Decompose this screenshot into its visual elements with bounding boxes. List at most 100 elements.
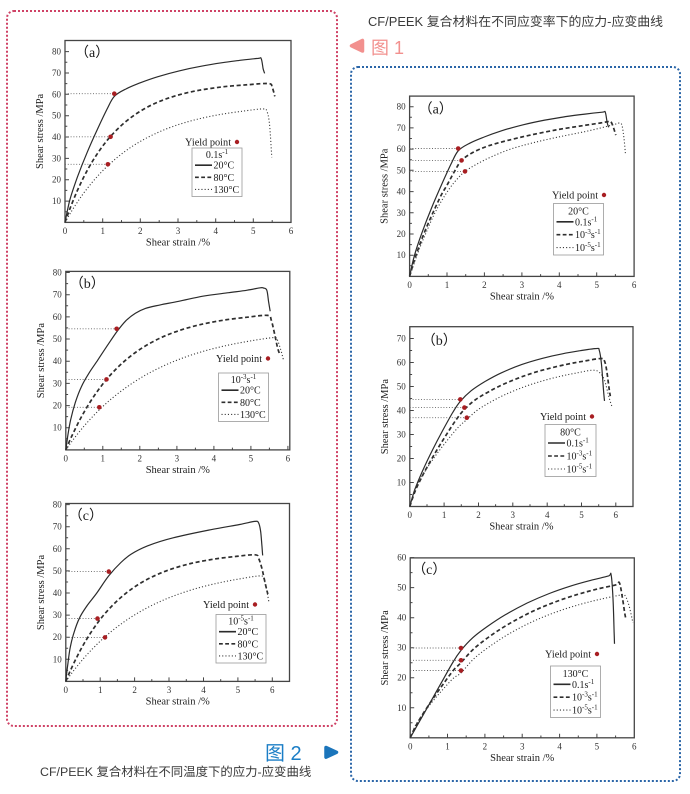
svg-text:80°C: 80°C [240,398,261,409]
svg-text:Shear stress /MPa: Shear stress /MPa [36,555,47,631]
svg-text:5: 5 [249,453,254,463]
svg-text:0: 0 [408,510,413,520]
svg-text:10-5s-1: 10-5s-1 [228,615,254,628]
svg-text:2: 2 [138,453,143,463]
svg-text:Shear strain /%: Shear strain /% [489,522,553,533]
svg-text:1: 1 [442,510,447,520]
svg-text:Shear strain /%: Shear strain /% [146,465,210,476]
svg-text:6: 6 [632,741,637,751]
svg-text:Yield point: Yield point [552,191,598,202]
svg-text:10: 10 [52,196,62,206]
svg-text:50: 50 [397,583,407,593]
svg-text:50: 50 [53,566,63,576]
svg-text:80: 80 [53,268,63,278]
svg-text:20: 20 [53,632,63,642]
svg-text:40: 40 [397,613,407,623]
svg-text:80°C: 80°C [560,428,581,439]
svg-text:40: 40 [53,356,63,366]
svg-text:1: 1 [100,226,105,236]
svg-text:60: 60 [397,553,407,563]
svg-text:30: 30 [397,208,407,218]
svg-text:3: 3 [520,280,525,290]
svg-text:4: 4 [213,226,218,236]
svg-text:1: 1 [101,453,106,463]
svg-text:Shear stress /MPa: Shear stress /MPa [35,93,46,169]
svg-text:10: 10 [397,478,407,488]
svg-text:40: 40 [52,132,62,142]
svg-text:30: 30 [53,610,63,620]
svg-text:10-3s-1: 10-3s-1 [572,691,598,704]
svg-text:Shear stress /MPa: Shear stress /MPa [380,379,391,455]
svg-text:3: 3 [167,685,172,695]
svg-text:5: 5 [594,280,599,290]
svg-text:3: 3 [175,453,180,463]
svg-text:20: 20 [53,401,63,411]
svg-text:6: 6 [632,280,637,290]
svg-text:40: 40 [53,588,63,598]
svg-text:2: 2 [132,685,137,695]
svg-text:Yield point: Yield point [545,650,591,661]
svg-text:4: 4 [557,741,562,751]
svg-text:20°C: 20°C [568,206,589,217]
svg-text:0: 0 [407,280,412,290]
svg-text:2: 2 [483,741,488,751]
svg-text:20°C: 20°C [238,627,259,638]
svg-text:0: 0 [63,226,68,236]
svg-text:10-3s-1: 10-3s-1 [567,450,593,463]
svg-text:50: 50 [52,111,62,121]
svg-text:80: 80 [397,102,407,112]
svg-text:50: 50 [53,334,63,344]
svg-text:130°C: 130°C [240,410,266,421]
svg-text:30: 30 [53,378,63,388]
svg-text:3: 3 [176,226,181,236]
svg-text:3: 3 [511,510,516,520]
svg-text:50: 50 [397,382,407,392]
svg-text:10-3s-1: 10-3s-1 [231,373,257,386]
svg-text:130°C: 130°C [214,185,240,196]
svg-text:Shear strain /%: Shear strain /% [146,237,210,248]
svg-text:10-3s-1: 10-3s-1 [575,228,601,241]
svg-text:4: 4 [201,685,206,695]
svg-text:6: 6 [289,226,294,236]
svg-text:10: 10 [53,423,63,433]
svg-text:70: 70 [397,334,407,344]
svg-text:10-5s-1: 10-5s-1 [567,463,593,476]
svg-text:60: 60 [397,358,407,368]
svg-text:（a）: （a） [75,45,109,61]
svg-text:Shear strain /%: Shear strain /% [490,291,554,302]
svg-text:2: 2 [482,280,487,290]
svg-text:5: 5 [251,226,256,236]
svg-text:40: 40 [397,406,407,416]
svg-text:6: 6 [286,453,291,463]
svg-text:Shear stress /MPa: Shear stress /MPa [380,610,391,686]
svg-text:2: 2 [138,226,143,236]
svg-text:Shear strain /%: Shear strain /% [146,696,210,707]
svg-text:6: 6 [270,685,275,695]
svg-text:10: 10 [53,654,63,664]
svg-text:5: 5 [236,685,241,695]
svg-text:20: 20 [397,229,407,239]
svg-text:80°C: 80°C [214,173,235,184]
svg-text:0: 0 [64,685,69,695]
svg-text:5: 5 [595,741,600,751]
svg-text:20: 20 [397,454,407,464]
svg-text:70: 70 [53,522,63,532]
svg-text:4: 4 [557,280,562,290]
svg-text:60: 60 [52,89,62,99]
svg-text:10: 10 [397,250,407,260]
svg-text:40: 40 [397,187,407,197]
svg-text:30: 30 [397,643,407,653]
svg-text:20°C: 20°C [240,386,261,397]
svg-text:Yield point: Yield point [203,600,249,611]
svg-text:5: 5 [579,510,584,520]
svg-text:（b）: （b） [422,333,457,349]
svg-text:（b）: （b） [70,276,105,292]
svg-text:0: 0 [64,453,69,463]
svg-text:Yield point: Yield point [540,412,586,423]
svg-text:70: 70 [52,68,62,78]
svg-text:20: 20 [397,673,407,683]
svg-text:（a）: （a） [419,102,453,118]
svg-text:10: 10 [397,703,407,713]
svg-text:20°C: 20°C [214,161,235,172]
svg-text:（c）: （c） [69,508,103,524]
